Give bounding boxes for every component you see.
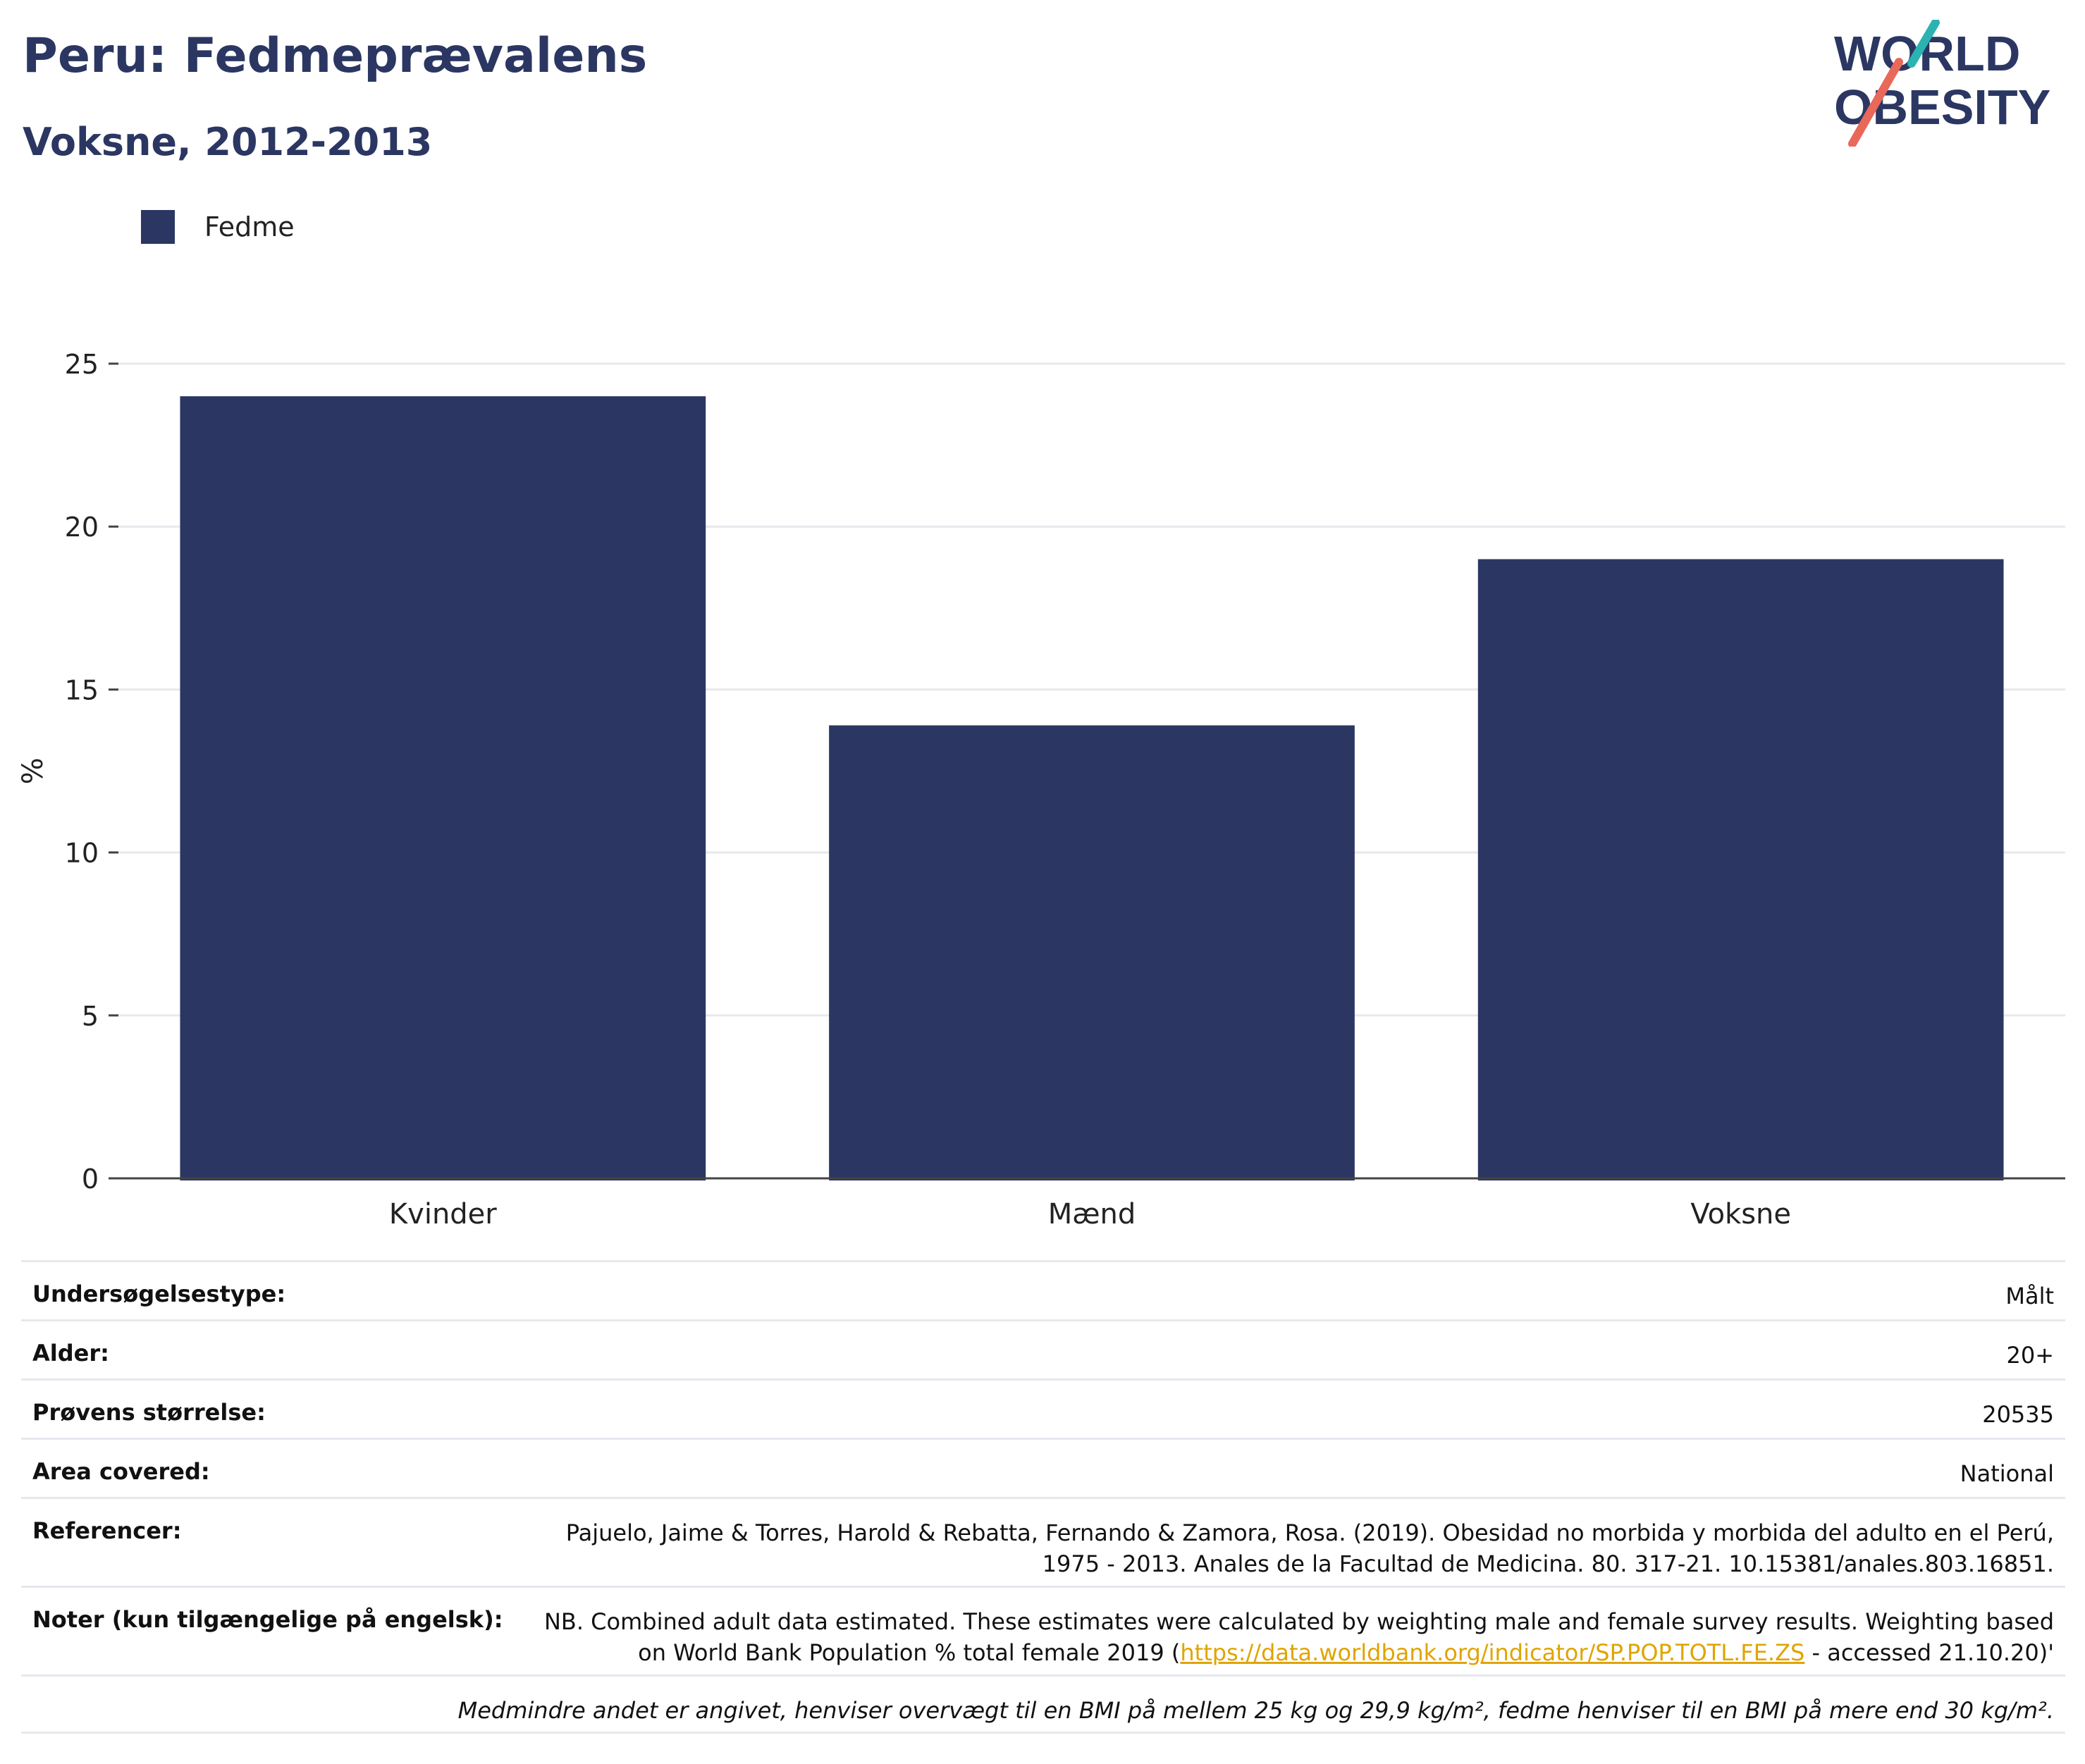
info-row: Prøvens størrelse: 20535 <box>21 1378 2065 1438</box>
bars <box>180 396 2004 1180</box>
info-row-footnote: Medmindre andet er angivet, henviser ove… <box>21 1674 2065 1734</box>
info-label-notes: Noter (kun tilgængelige på engelsk): <box>32 1606 503 1633</box>
y-tick-label: 15 <box>65 674 99 705</box>
y-tick-label: 0 <box>82 1164 99 1195</box>
references-line-2: 1975 - 2013. Anales de la Facultad de Me… <box>1042 1550 2054 1577</box>
references-line-1: Pajuelo, Jaime & Torres, Harold & Rebatt… <box>565 1519 2054 1546</box>
info-row-notes: Noter (kun tilgængelige på engelsk): NB.… <box>21 1586 2065 1674</box>
bar-voksne <box>1477 559 2004 1180</box>
worldbank-link[interactable]: https://data.worldbank.org/indicator/SP.… <box>1180 1639 1805 1666</box>
y-tick-label: 25 <box>65 349 99 380</box>
notes-line-1: NB. Combined adult data estimated. These… <box>543 1608 2054 1635</box>
bar-mænd <box>829 725 1355 1180</box>
bar-chart: 0 5 10 15 20 25 Kvinder Mænd Voksne % <box>17 349 2065 1226</box>
y-axis-label: % <box>17 758 49 784</box>
y-tick-labels: 0 5 10 15 20 25 <box>65 349 118 1195</box>
x-category-label: Voksne <box>1690 1198 1791 1226</box>
bar-kvinder <box>180 396 706 1180</box>
page-subtitle: Voksne, 2012-2013 <box>23 120 433 164</box>
footnote-text: Medmindre andet er angivet, henviser ove… <box>457 1697 2054 1724</box>
survey-info-table: Undersøgelsestype: Målt Alder: 20+ Prøvens s… <box>21 1260 2065 1734</box>
info-value: 20+ <box>2006 1342 2054 1369</box>
info-row: Alder: 20+ <box>21 1319 2065 1378</box>
x-category-label: Kvinder <box>389 1198 497 1226</box>
info-label: Prøvens størrelse: <box>32 1399 266 1426</box>
info-value: National <box>1960 1460 2054 1487</box>
chart-legend: Fedme <box>141 210 295 244</box>
info-row: Undersøgelsestype: Målt <box>21 1260 2065 1319</box>
info-value-notes: NB. Combined adult data estimated. These… <box>544 1606 2054 1668</box>
info-label: Area covered: <box>32 1458 210 1485</box>
x-category-label: Mænd <box>1048 1198 1136 1226</box>
page-title: Peru: Fedmeprævalens <box>23 28 648 84</box>
info-value: 20535 <box>1982 1401 2054 1428</box>
info-row: Area covered: National <box>21 1438 2065 1497</box>
info-row-references: Referencer: Pajuelo, Jaime & Torres, Har… <box>21 1497 2065 1586</box>
logo-slash-teal <box>1907 20 1940 68</box>
world-obesity-logo: WORLD OBESITY <box>1834 20 2050 147</box>
y-tick-label: 10 <box>65 838 99 869</box>
y-tick-label: 20 <box>65 512 99 543</box>
notes-line-2-pre: on World Bank Population % total female … <box>638 1639 1181 1666</box>
legend-label-fedme: Fedme <box>204 211 295 242</box>
legend-swatch-fedme <box>141 210 175 244</box>
y-tick-label: 5 <box>82 1001 99 1032</box>
x-category-labels: Kvinder Mænd Voksne <box>389 1198 1791 1226</box>
info-label: Undersøgelsestype: <box>32 1281 286 1307</box>
info-label: Alder: <box>32 1340 109 1367</box>
logo-slash-coral <box>1848 58 1903 147</box>
info-value: Målt <box>2005 1283 2054 1309</box>
notes-line-2: on World Bank Population % total female … <box>544 1637 2054 1668</box>
notes-line-2-post: - accessed 21.10.20)' <box>1804 1639 2055 1666</box>
info-value-references: Pajuelo, Jaime & Torres, Harold & Rebatt… <box>566 1517 2054 1579</box>
info-label-references: Referencer: <box>32 1517 182 1544</box>
